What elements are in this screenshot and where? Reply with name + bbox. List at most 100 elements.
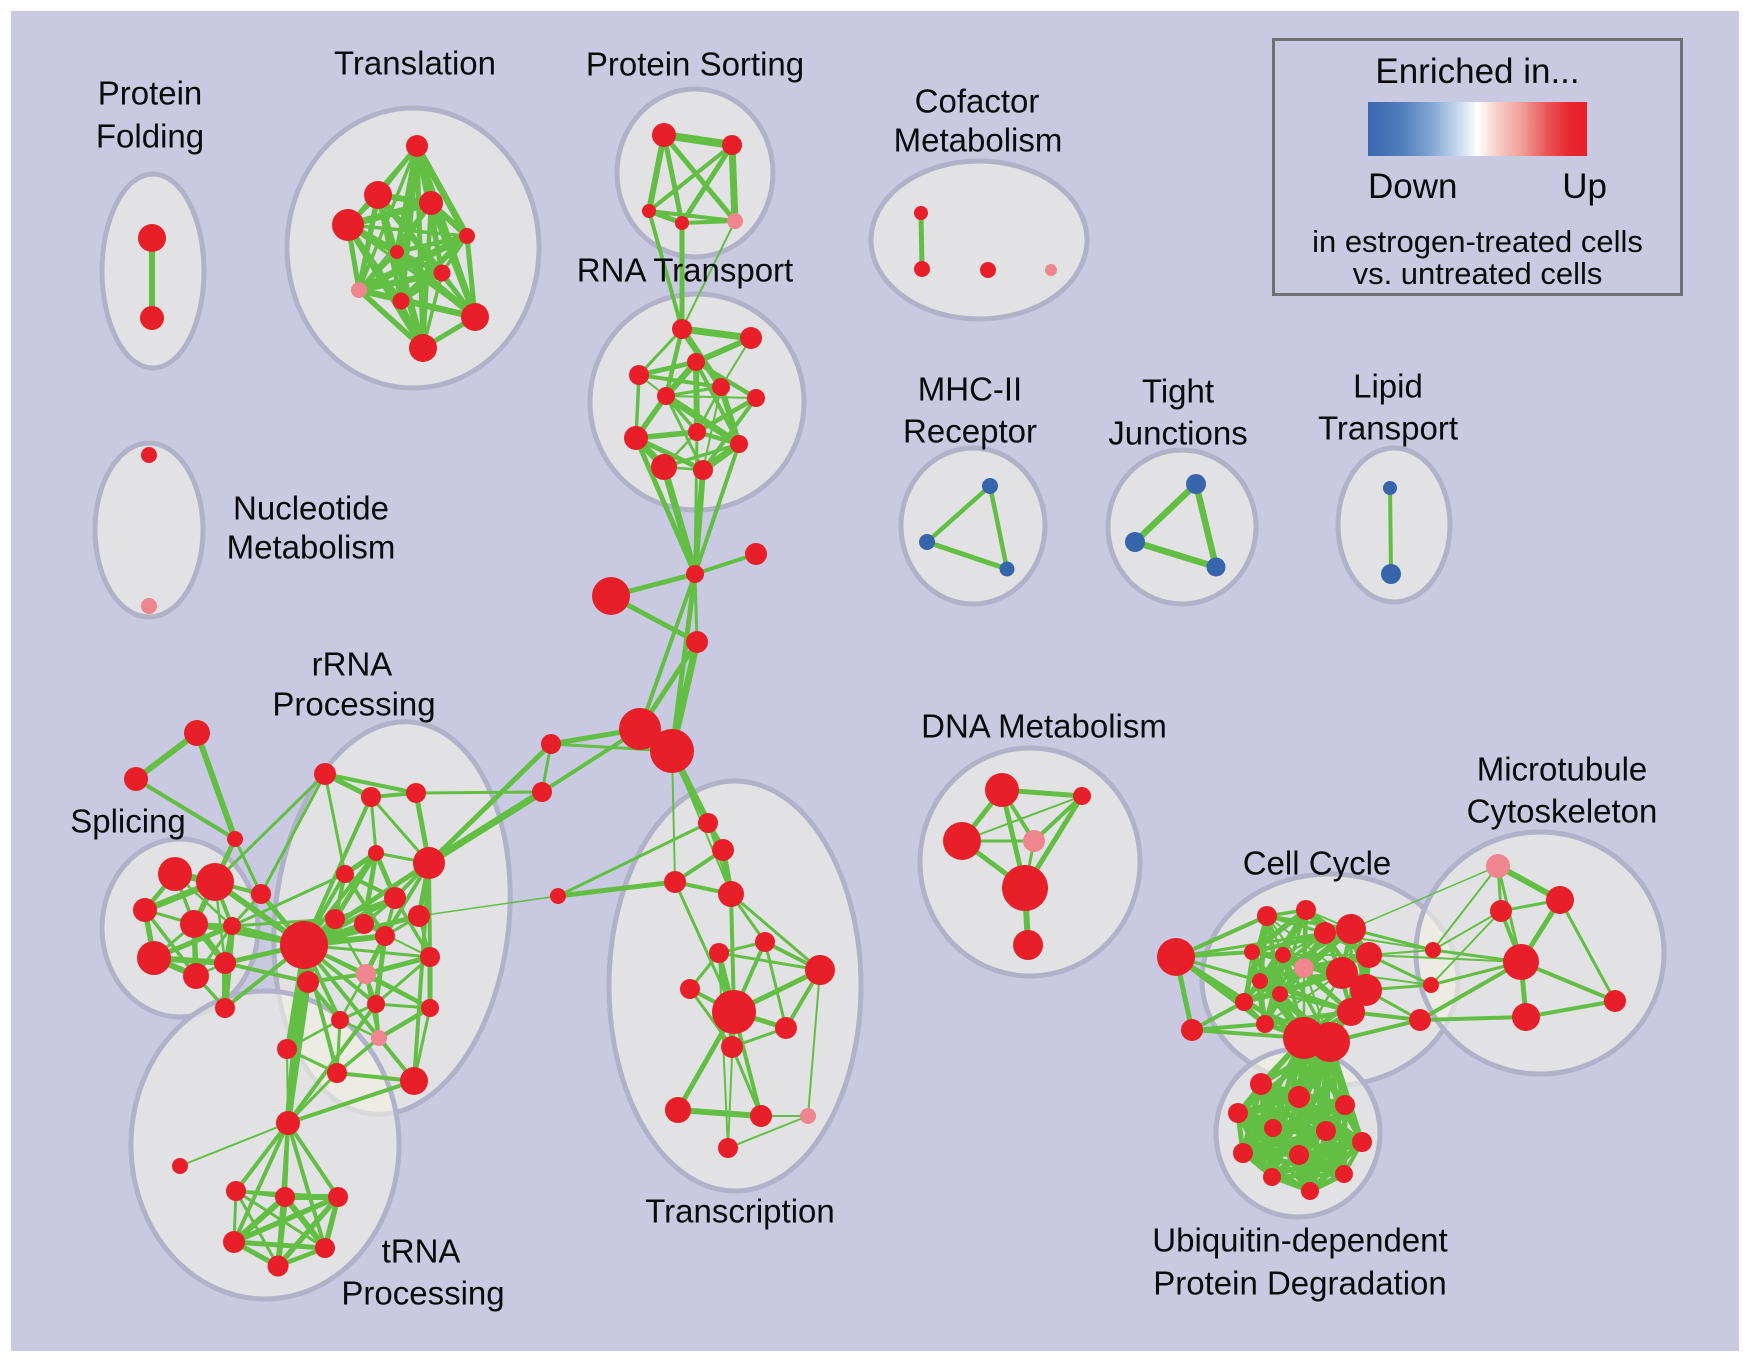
node-nm2: [141, 598, 157, 614]
node-tt3: [328, 1187, 348, 1207]
cluster-label-protein-folding-line2: Folding: [96, 118, 204, 155]
cluster-label-nucleotide-metabolism-line1: Nucleotide: [233, 490, 389, 527]
edge: [418, 895, 559, 917]
node-m3: [1490, 900, 1512, 922]
node-t2: [364, 181, 392, 209]
edge: [275, 1195, 341, 1268]
edge: [728, 144, 739, 222]
edge: [763, 941, 788, 1029]
node-cc10: [1256, 1015, 1274, 1033]
cluster-label-ubiquitin-dependent-protein-degradation-line1: Ubiquitin-dependent: [1152, 1222, 1447, 1259]
edge: [333, 918, 368, 975]
node-t10: [461, 303, 489, 331]
node-tj3: [1206, 557, 1226, 577]
edge: [1307, 1139, 1365, 1194]
edge: [232, 1122, 290, 1243]
edge: [427, 742, 553, 865]
node-sp8: [183, 963, 209, 989]
edge: [1269, 1041, 1333, 1178]
edge: [375, 1002, 431, 1010]
edge: [286, 1002, 378, 1125]
node-sp2: [196, 863, 234, 901]
node-sp7: [214, 952, 236, 974]
node-tr14: [800, 1108, 816, 1124]
node-rre: [336, 865, 354, 883]
cluster-label-rrna-processing-line2: Processing: [272, 686, 435, 723]
node-ps1: [652, 123, 676, 147]
node-r9: [688, 423, 706, 441]
node-r7: [747, 389, 765, 407]
edge: [323, 773, 347, 875]
node-t4: [332, 209, 364, 241]
node-mh2: [919, 534, 935, 550]
node-tr2: [712, 839, 734, 861]
edge: [665, 395, 757, 399]
edge: [634, 435, 705, 473]
edge: [1242, 1150, 1345, 1177]
edge: [918, 212, 925, 270]
edge: [332, 851, 379, 921]
node-t7: [433, 264, 451, 282]
node-u8: [1233, 1143, 1253, 1163]
legend-title: Enriched in...: [1375, 52, 1580, 91]
edge: [1192, 483, 1220, 568]
node-rrq: [327, 1063, 347, 1083]
edge: [1419, 1015, 1527, 1022]
node-r6: [657, 387, 675, 405]
node-tr11: [721, 1036, 743, 1058]
cluster-label-dna-metabolism: DNA Metabolism: [921, 708, 1167, 745]
cluster-label-rna-transport: RNA Transport: [577, 252, 793, 289]
edge: [285, 981, 310, 1050]
edge: [688, 988, 734, 1048]
edge: [357, 287, 425, 351]
node-x4: [686, 631, 708, 653]
edge: [375, 955, 431, 1006]
node-tr1: [698, 813, 718, 833]
cluster-label-ubiquitin-dependent-protein-degradation-line2: Protein Degradation: [1153, 1265, 1447, 1302]
edge: [232, 1194, 287, 1245]
edge: [347, 223, 468, 238]
edge: [647, 143, 734, 213]
edge: [727, 1115, 809, 1149]
node-cc8: [1235, 993, 1253, 1011]
node-h1: [619, 708, 661, 750]
node-m1: [1486, 854, 1510, 878]
node-ps4: [675, 216, 689, 230]
node-d3: [943, 822, 981, 860]
edge: [1241, 1040, 1332, 1155]
cluster-ellipse-cofactor-metabolism: [868, 158, 1090, 322]
edge: [361, 852, 379, 925]
node-tri1: [184, 720, 210, 746]
edge: [646, 134, 667, 212]
node-rrc: [406, 783, 426, 803]
node-rra: [314, 763, 336, 785]
node-rmg: [280, 921, 328, 969]
cluster-label-microtubule-cytoskeleton-line2: Cytoskeleton: [1467, 793, 1658, 830]
edge: [677, 1107, 762, 1119]
node-cc14: [1326, 957, 1358, 989]
node-tr6: [709, 943, 729, 963]
node-tj1: [1186, 474, 1206, 494]
edge: [701, 396, 758, 472]
cluster-label-microtubule-cytoskeleton-line1: Microtubule: [1477, 751, 1648, 788]
edge: [231, 872, 346, 928]
cluster-label-tight-junctions-line2: Junctions: [1108, 415, 1247, 452]
edge: [343, 872, 387, 938]
edge: [412, 862, 431, 1082]
edge: [428, 202, 478, 318]
edge: [427, 789, 544, 866]
edge: [259, 773, 327, 895]
edge: [557, 821, 709, 898]
cluster-label-nucleotide-metabolism-line2: Metabolism: [227, 529, 396, 566]
node-r4: [629, 365, 649, 385]
edge: [1432, 865, 1499, 951]
node-tl: [550, 888, 566, 904]
node-d2: [1073, 787, 1091, 805]
edge: [1250, 907, 1308, 955]
node-rp2: [371, 1030, 387, 1046]
node-rro: [421, 999, 439, 1017]
edge: [638, 373, 722, 389]
node-ccp: [1294, 958, 1314, 978]
node-tr13: [750, 1105, 772, 1127]
